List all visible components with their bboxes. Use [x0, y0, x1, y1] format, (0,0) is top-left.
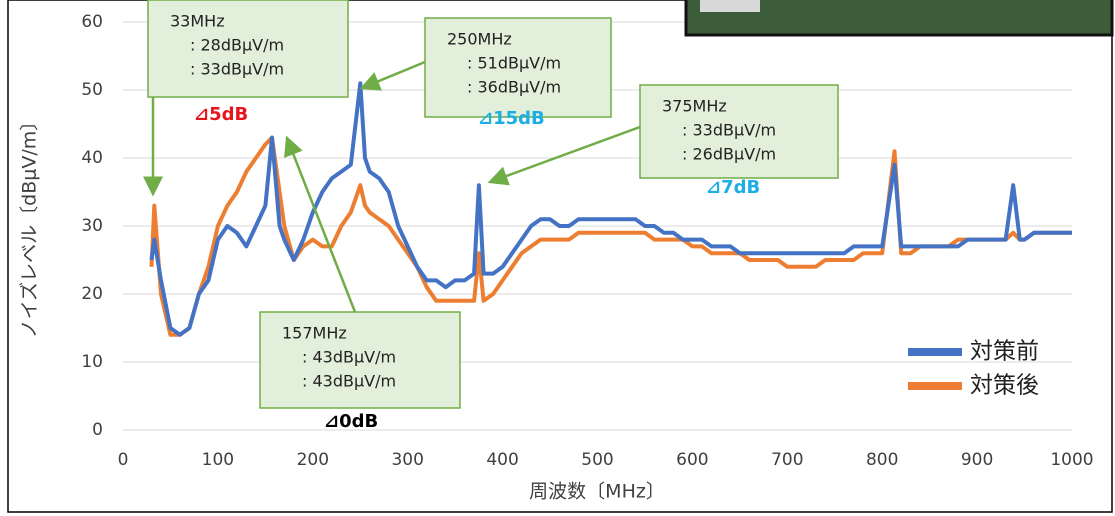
callout-text: : 36dBμV/m	[467, 78, 561, 97]
x-tick-label: 600	[676, 450, 708, 470]
x-tick-label: 700	[771, 450, 803, 470]
x-tick-label: 800	[866, 450, 898, 470]
x-tick-label: 300	[391, 450, 423, 470]
callout-text: : 33dBμV/m	[190, 60, 284, 79]
callout-text: 33MHz	[170, 12, 225, 31]
delta-label: ⊿15dB	[478, 108, 545, 129]
callout-text: : 33dBμV/m	[682, 121, 776, 140]
callout-text: 375MHz	[662, 97, 727, 116]
chart: 0102030405060010020030040050060070080090…	[0, 0, 1115, 516]
delta-label: ⊿7dB	[706, 177, 760, 198]
y-tick-label: 40	[81, 148, 103, 168]
y-tick-label: 0	[92, 420, 103, 440]
callout-text: 250MHz	[447, 30, 512, 49]
callout-text: : 43dBμV/m	[302, 372, 396, 391]
y-axis-label: ノイズレベル〔dBμV/m〕	[19, 112, 41, 339]
delta-label: ⊿5dB	[194, 104, 248, 125]
legend-label: 対策後	[970, 373, 1039, 399]
x-tick-label: 500	[581, 450, 613, 470]
callout-text: 157MHz	[282, 324, 347, 343]
y-tick-label: 50	[81, 80, 103, 100]
y-tick-label: 30	[81, 216, 103, 236]
y-tick-label: 20	[81, 284, 103, 304]
callout-text: : 28dBμV/m	[190, 36, 284, 55]
x-tick-label: 1000	[1050, 450, 1093, 470]
delta-label: ⊿0dB	[324, 411, 378, 432]
page: 0102030405060010020030040050060070080090…	[0, 0, 1115, 516]
x-tick-label: 0	[118, 450, 129, 470]
callout-text: : 26dBμV/m	[682, 145, 776, 164]
callout-text: : 43dBμV/m	[302, 348, 396, 367]
photo-detail	[700, 0, 760, 12]
x-axis-label: 周波数〔MHz〕	[529, 481, 665, 503]
y-tick-label: 10	[81, 352, 103, 372]
x-tick-label: 400	[486, 450, 518, 470]
callout-text: : 51dBμV/m	[467, 54, 561, 73]
x-tick-label: 100	[202, 450, 234, 470]
legend-label: 対策前	[970, 339, 1039, 365]
x-tick-label: 900	[961, 450, 993, 470]
y-tick-label: 60	[81, 12, 103, 32]
x-tick-label: 200	[297, 450, 329, 470]
